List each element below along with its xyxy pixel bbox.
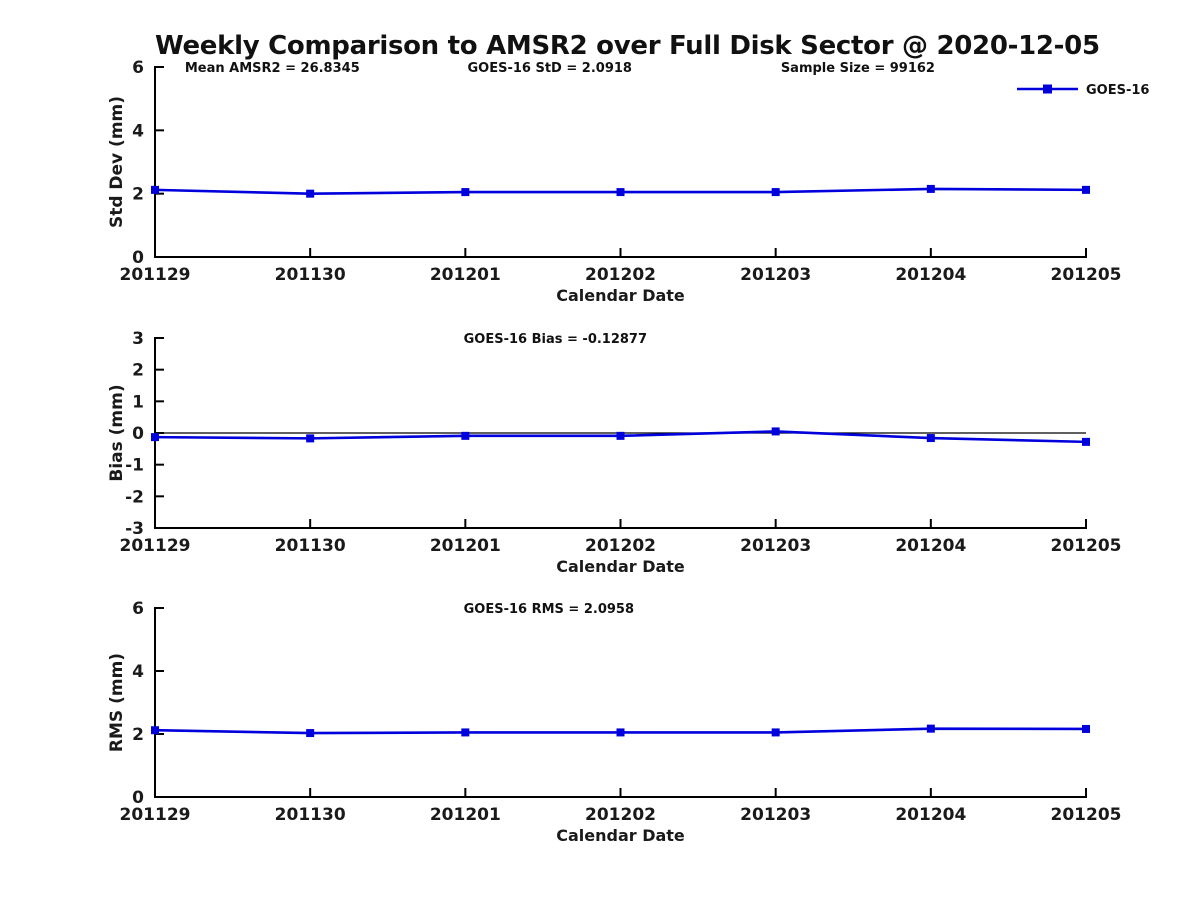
x-tick-label: 201202	[585, 536, 656, 556]
data-marker	[461, 431, 470, 440]
y-tick-label: 4	[132, 121, 144, 141]
x-tick-label: 201203	[740, 265, 811, 285]
x-tick-label: 201205	[1051, 805, 1122, 825]
x-tick-label: 201129	[120, 265, 191, 285]
stddev-subplot: 0 2 4 6 201129 201130 201201 201202 201203 201204…	[107, 58, 1149, 305]
x-tick-label: 201130	[275, 805, 346, 825]
data-marker	[926, 434, 935, 443]
data-marker	[771, 188, 780, 197]
legend-marker	[1043, 84, 1052, 94]
y-tick-label: 0	[132, 788, 144, 808]
x-tick-label: 201129	[120, 536, 191, 556]
x-tick-label: 201130	[275, 265, 346, 285]
rms-subplot: 0 2 4 6 201129 201130 201201 201202 201203 201204…	[107, 599, 1121, 845]
data-marker	[926, 724, 935, 733]
y-tick-label: 1	[132, 392, 144, 412]
x-tick-label: 201205	[1051, 265, 1122, 285]
x-tick-label: 201201	[430, 265, 501, 285]
data-marker	[306, 434, 315, 443]
data-marker	[151, 433, 159, 442]
annotation: Mean AMSR2 = 26.8345	[185, 61, 360, 76]
data-marker	[1082, 724, 1090, 733]
x-tick-label: 201129	[120, 805, 191, 825]
x-tick-label: 201201	[430, 536, 501, 556]
y-axis-label: Std Dev (mm)	[107, 96, 127, 228]
annotation: GOES-16 RMS = 2.0958	[464, 602, 634, 617]
data-marker	[306, 189, 315, 198]
annotation: GOES-16 Bias = -0.12877	[464, 332, 647, 347]
data-marker	[616, 431, 625, 440]
data-marker	[151, 185, 159, 194]
y-tick-label: 0	[132, 248, 144, 268]
x-tick-label: 201204	[895, 265, 966, 285]
y-tick-label: -1	[125, 456, 144, 476]
x-tick-label: 201202	[585, 805, 656, 825]
y-tick-label: 6	[132, 58, 144, 78]
x-tick-label: 201204	[895, 805, 966, 825]
x-tick-label: 201204	[895, 536, 966, 556]
legend-label: GOES-16	[1086, 83, 1149, 98]
y-tick-label: 6	[132, 599, 144, 619]
y-tick-label: -3	[125, 519, 144, 539]
y-tick-label: 0	[132, 424, 144, 444]
x-axis-label: Calendar Date	[556, 286, 685, 305]
y-axis-label: Bias (mm)	[107, 384, 127, 481]
y-tick-label: 2	[132, 361, 144, 381]
x-tick-label: 201130	[275, 536, 346, 556]
x-tick-label: 201201	[430, 805, 501, 825]
data-marker	[306, 729, 315, 738]
data-marker	[771, 728, 780, 737]
data-marker	[1082, 437, 1090, 446]
y-tick-label: 3	[132, 329, 144, 349]
x-tick-label: 201203	[740, 805, 811, 825]
x-tick-label: 201205	[1051, 536, 1122, 556]
data-marker	[1082, 185, 1090, 194]
bias-subplot: -3 -2 -1 0 1 2 3 201129 201130 201201 201202 201203…	[107, 329, 1121, 576]
data-marker	[616, 728, 625, 737]
data-marker	[616, 188, 625, 197]
data-marker	[151, 726, 159, 735]
annotation: Sample Size = 99162	[781, 61, 935, 76]
x-tick-label: 201202	[585, 265, 656, 285]
y-tick-label: 4	[132, 662, 144, 682]
data-marker	[461, 188, 470, 197]
annotation: GOES-16 StD = 2.0918	[468, 61, 632, 76]
data-marker	[771, 427, 780, 436]
data-marker	[461, 728, 470, 737]
y-tick-label: 2	[132, 725, 144, 745]
chart-title: Weekly Comparison to AMSR2 over Full Dis…	[155, 31, 1100, 61]
x-axis-label: Calendar Date	[556, 557, 685, 576]
data-marker	[926, 184, 935, 193]
x-axis-label: Calendar Date	[556, 826, 685, 845]
y-tick-label: 2	[132, 185, 144, 205]
stddev-axis-spines	[154, 66, 1087, 258]
rms-axis-spines	[154, 607, 1087, 798]
y-axis-label: RMS (mm)	[107, 653, 127, 752]
x-tick-label: 201203	[740, 536, 811, 556]
y-tick-label: -2	[125, 487, 144, 507]
